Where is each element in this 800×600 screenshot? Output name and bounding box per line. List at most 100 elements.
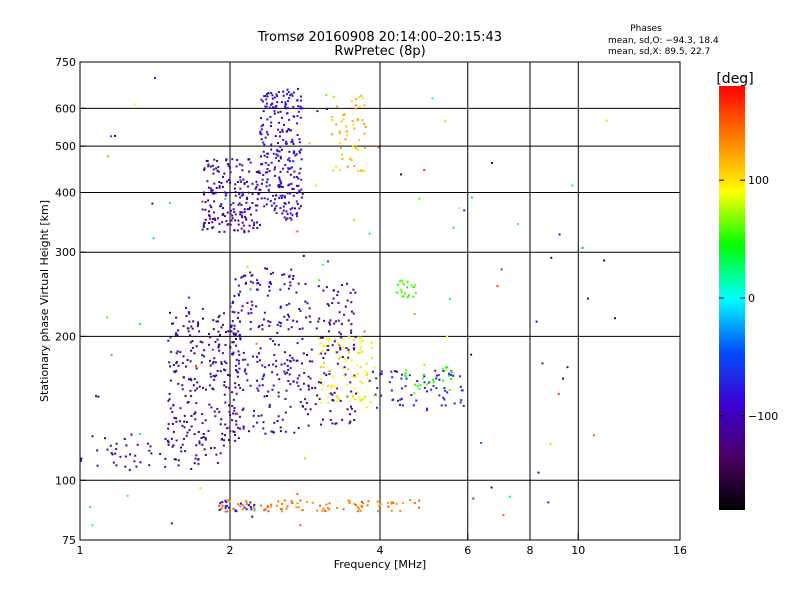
data-point: [239, 176, 242, 179]
data-point: [239, 290, 242, 293]
data-point: [261, 163, 264, 166]
data-point: [230, 324, 233, 327]
data-point: [450, 371, 453, 373]
data-point: [151, 202, 154, 205]
data-point: [210, 406, 213, 409]
data-point: [289, 405, 292, 408]
data-point: [136, 443, 139, 446]
data-point: [175, 439, 178, 442]
data-point: [286, 130, 289, 132]
y-tick-label: 400: [55, 186, 76, 199]
data-point: [186, 359, 189, 361]
data-point: [252, 506, 255, 509]
data-point: [223, 312, 225, 315]
data-point: [202, 436, 205, 439]
data-point: [216, 407, 219, 410]
data-point: [364, 370, 367, 373]
data-point: [284, 101, 287, 104]
data-point: [296, 320, 298, 323]
data-point: [228, 500, 231, 503]
data-point: [288, 274, 291, 277]
data-point: [322, 357, 325, 359]
data-point: [233, 327, 236, 330]
data-point: [184, 394, 187, 397]
data-point: [267, 152, 269, 155]
data-point: [181, 443, 184, 446]
data-point: [310, 348, 313, 351]
data-point: [243, 370, 246, 373]
data-point: [237, 426, 240, 429]
data-point: [403, 283, 405, 286]
data-point: [267, 163, 270, 166]
data-point: [210, 447, 212, 450]
data-point: [257, 415, 260, 417]
data-point: [224, 499, 227, 502]
data-point: [490, 486, 493, 489]
data-point: [549, 443, 552, 445]
data-point: [337, 397, 340, 400]
data-point: [391, 376, 394, 379]
data-point: [168, 398, 171, 401]
data-point: [442, 370, 445, 372]
data-point: [302, 352, 305, 355]
data-point: [298, 328, 301, 330]
data-point: [233, 407, 236, 409]
data-point: [241, 508, 244, 511]
data-point: [111, 453, 114, 456]
data-point: [273, 431, 275, 434]
x-tick-label: 10: [571, 544, 585, 557]
data-point: [218, 349, 221, 352]
data-point: [212, 374, 215, 377]
data-point: [277, 159, 280, 162]
data-point: [292, 319, 295, 322]
data-point: [193, 433, 196, 436]
data-point: [232, 332, 235, 335]
data-point: [211, 348, 214, 351]
data-point: [262, 150, 265, 153]
data-point: [212, 192, 215, 195]
data-point: [233, 431, 236, 434]
data-point: [316, 394, 319, 397]
data-point: [281, 502, 284, 505]
data-point: [227, 373, 229, 376]
data-point: [229, 181, 232, 184]
data-point: [399, 398, 402, 401]
data-point: [300, 148, 303, 151]
data-point: [399, 510, 402, 512]
data-point: [571, 184, 574, 187]
data-point: [296, 359, 299, 362]
data-point: [400, 279, 403, 282]
data-point: [206, 160, 209, 162]
data-point: [274, 343, 276, 346]
data-point: [250, 219, 253, 222]
data-point: [322, 507, 325, 510]
data-point: [189, 377, 192, 380]
data-point: [177, 382, 180, 385]
data-point: [298, 172, 301, 175]
data-point: [372, 370, 374, 373]
data-point: [343, 113, 346, 116]
data-point: [336, 394, 339, 397]
data-point: [80, 457, 83, 460]
data-point: [130, 433, 133, 436]
data-point: [219, 452, 222, 455]
data-point: [320, 381, 322, 384]
data-point: [278, 176, 281, 179]
data-point: [341, 284, 343, 286]
data-point: [175, 352, 178, 355]
data-point: [176, 350, 179, 353]
data-point: [279, 508, 282, 511]
data-point: [347, 368, 350, 370]
data-point: [405, 369, 408, 372]
data-point: [290, 182, 293, 185]
data-point: [339, 348, 342, 351]
data-point: [259, 283, 262, 286]
data-point: [264, 161, 267, 164]
data-point: [221, 186, 224, 188]
data-point: [268, 170, 271, 173]
data-point: [307, 375, 310, 378]
data-point: [287, 128, 290, 130]
data-point: [297, 282, 300, 285]
